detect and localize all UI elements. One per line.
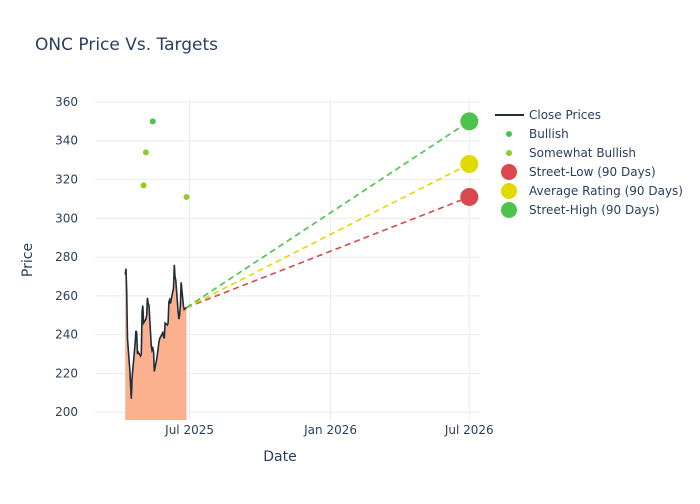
chart-title: ONC Price Vs. Targets — [35, 35, 218, 55]
legend-swatch-circle — [501, 202, 517, 218]
close-price-line — [124, 264, 188, 399]
rating-point — [149, 118, 156, 125]
legend-item[interactable]: Street-Low (90 Days) — [501, 164, 656, 180]
target-dashed-line — [186, 196, 470, 309]
y-tick-label: 300 — [55, 211, 78, 225]
legend[interactable]: Close Prices Bullish Somewhat Bullish Stree… — [495, 108, 683, 218]
target-endpoint-marker — [460, 112, 479, 131]
legend-item[interactable]: Close Prices — [495, 108, 601, 122]
close-price-path — [124, 264, 188, 399]
legend-label: Street-Low (90 Days) — [529, 165, 656, 179]
legend-swatch-dot — [506, 150, 512, 156]
legend-item[interactable]: Street-High (90 Days) — [501, 202, 660, 218]
target-endpoint-marker — [460, 187, 479, 206]
y-tick-label: 320 — [55, 173, 78, 187]
y-tick-label: 220 — [55, 366, 78, 380]
legend-item[interactable]: Bullish — [506, 127, 569, 141]
legend-swatch-circle — [501, 164, 517, 180]
target-lines — [186, 112, 479, 309]
y-tick-label: 360 — [55, 95, 78, 109]
rating-markers — [140, 118, 190, 200]
target-dashed-line — [186, 163, 470, 309]
y-tick-label: 200 — [55, 405, 78, 419]
y-axis-title: Price — [20, 243, 36, 277]
y-tick-label: 340 — [55, 134, 78, 148]
x-tick-label: Jul 2026 — [444, 423, 494, 437]
x-tick-label: Jan 2026 — [303, 423, 357, 437]
legend-label: Street-High (90 Days) — [529, 203, 660, 217]
close-price-fill — [125, 264, 187, 420]
rating-point — [140, 182, 147, 189]
legend-item[interactable]: Somewhat Bullish — [506, 146, 636, 160]
legend-item[interactable]: Average Rating (90 Days) — [501, 183, 683, 199]
close-price-area — [125, 264, 187, 420]
legend-label: Somewhat Bullish — [529, 146, 636, 160]
target-dashed-line — [186, 120, 470, 309]
y-tick-label: 260 — [55, 289, 78, 303]
y-tick-label: 280 — [55, 250, 78, 264]
legend-swatch-circle — [501, 183, 517, 199]
x-tick-label: Jul 2025 — [164, 423, 214, 437]
legend-swatch-dot — [506, 131, 512, 137]
rating-point — [142, 149, 149, 156]
legend-label: Bullish — [529, 127, 569, 141]
legend-label: Average Rating (90 Days) — [529, 184, 683, 198]
rating-point — [183, 193, 190, 200]
y-tick-label: 240 — [55, 328, 78, 342]
axis-ticks: 200 220 240 260 280 300 320 340 360 Jul 2025 Jan 2… — [55, 95, 494, 437]
target-endpoint-marker — [460, 155, 479, 173]
x-axis-title: Date — [263, 449, 296, 465]
legend-label: Close Prices — [529, 108, 601, 122]
